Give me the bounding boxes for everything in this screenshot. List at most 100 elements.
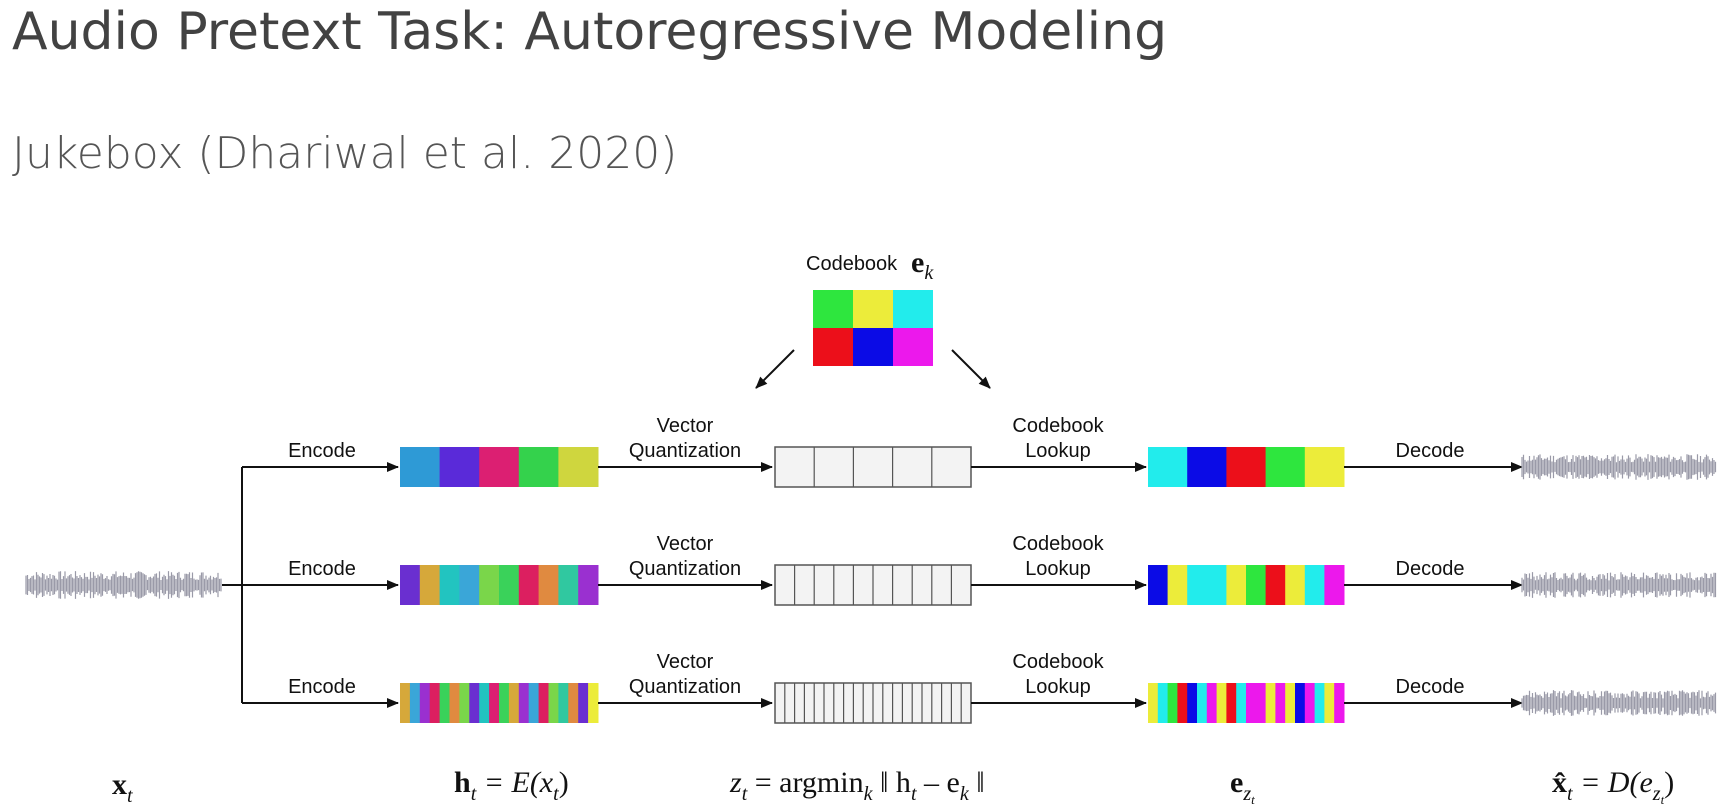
quantization-label-line2: Quantization: [629, 558, 741, 580]
codebook-vector-cell: [1265, 683, 1276, 723]
encoding-cell: [400, 683, 411, 723]
codebook-vector-cell: [1226, 565, 1247, 605]
encoding-cell: [508, 683, 520, 723]
lookup-label-line1: Codebook: [1012, 651, 1104, 673]
encoding-cell: [578, 683, 589, 723]
codebook-vector-cell: [1265, 447, 1306, 487]
encoding-cell: [449, 683, 460, 723]
slide-title: Audio Pretext Task: Autoregressive Model…: [12, 2, 1168, 62]
encoding-cell: [578, 565, 599, 605]
codebook-vector-cell: [1265, 565, 1286, 605]
codebook-vector-cell: [1167, 565, 1188, 605]
encoding-cell: [439, 683, 450, 723]
codebook-vector-cell: [1295, 683, 1306, 723]
slide-subtitle: Jukebox (Dhariwal et al. 2020): [12, 128, 678, 179]
codebook-symbol-e: e: [911, 246, 924, 279]
codebook-vector-cell: [1157, 683, 1169, 723]
encoding-cell: [489, 683, 500, 723]
math-x-t: xt: [112, 768, 133, 807]
output-waveform: [1521, 572, 1717, 598]
codebook-vector-cell: [1255, 683, 1267, 723]
codebook-vector-cell: [1148, 447, 1188, 487]
encoding-cell: [558, 565, 579, 605]
encoding-cell: [409, 683, 421, 723]
math-h-t: ht = E(xt): [454, 766, 569, 805]
output-waveform: [1521, 690, 1717, 716]
encoding-cell: [419, 683, 431, 723]
lookup-label-line1: Codebook: [1012, 533, 1104, 555]
codebook-vector-cell: [1304, 447, 1345, 487]
codebook-vector-cell: [1304, 683, 1316, 723]
codebook-vector-cell: [1187, 683, 1198, 723]
quantization-label-line2: Quantization: [629, 676, 741, 698]
math-e-z: ezt: [1230, 766, 1255, 807]
encoding-cell: [479, 447, 520, 487]
encoding-cell: [568, 683, 579, 723]
lookup-label-line2: Lookup: [1025, 558, 1091, 580]
decode-label: Decode: [1396, 558, 1465, 580]
codebook-vector-cell: [1304, 565, 1325, 605]
encode-label: Encode: [288, 440, 356, 462]
codebook-vector-cell: [1334, 683, 1345, 723]
token-strip: [774, 446, 972, 488]
encode-label: Encode: [288, 558, 356, 580]
codebook-symbol-k: k: [924, 262, 934, 284]
encoding-cell: [499, 683, 510, 723]
codebook-vector-cell: [1226, 683, 1237, 723]
codebook-to-lookup-arrow: [951, 349, 991, 389]
encoding-cell: [538, 683, 549, 723]
codebook-entry: [893, 290, 933, 328]
codebook-vector-cell: [1148, 565, 1169, 605]
row-bottom: Encode Vector Quantization Codebook Lookup De…: [242, 651, 1717, 724]
codebook-vector-cell: [1206, 565, 1227, 605]
encoding-cell: [518, 447, 559, 487]
encoding-cell: [528, 683, 540, 723]
encoding-cell: [469, 683, 480, 723]
math-xhat-t: x̂t = D(ezt): [1552, 766, 1674, 807]
encoding-cell: [518, 565, 540, 605]
encoding-cell: [439, 565, 460, 605]
codebook-vector-cell: [1187, 447, 1227, 487]
quantization-label-line1: Vector: [657, 415, 714, 437]
quantization-label-line2: Quantization: [629, 440, 741, 462]
codebook-vector-cell: [1324, 565, 1345, 605]
codebook-vector-cell: [1285, 565, 1306, 605]
codebook-vector-cell: [1216, 683, 1227, 723]
encoding-cell: [459, 565, 480, 605]
codebook-entry: [853, 328, 893, 366]
codebook-vector-cell: [1197, 683, 1208, 723]
codebook-vector-cell: [1314, 683, 1325, 723]
codebook-entry: [813, 328, 853, 366]
math-z-t: zt = argmink ‖ ht – ek ‖: [729, 766, 985, 805]
row-middle: Encode Vector Quantization Codebook Lookup De…: [242, 533, 1717, 606]
encode-label: Encode: [288, 676, 356, 698]
codebook-label: Codebook: [806, 253, 898, 275]
output-waveform: [1521, 454, 1717, 480]
codebook-grid: [813, 290, 933, 366]
row-top: Encode Vector Quantization Codebook Lookup De…: [242, 415, 1717, 488]
input-waveform-trace: [25, 571, 222, 599]
codebook-entry: [893, 328, 933, 366]
codebook-vector-cell: [1324, 683, 1335, 723]
encoding-cell: [548, 683, 559, 723]
encoding-cell: [400, 565, 421, 605]
codebook-vector-cell: [1275, 683, 1286, 723]
lookup-label-line1: Codebook: [1012, 415, 1104, 437]
encoding-cell: [518, 683, 530, 723]
decode-label: Decode: [1396, 440, 1465, 462]
encoding-cell: [479, 683, 490, 723]
quantization-label-line1: Vector: [657, 533, 714, 555]
codebook-to-quantization-arrow: [755, 349, 795, 389]
codebook-label-text: Codebook: [806, 253, 898, 275]
codebook-vector-cell: [1226, 447, 1267, 487]
encoding-cell: [439, 447, 480, 487]
encoding-cell: [538, 565, 559, 605]
encoding-cell: [429, 683, 441, 723]
codebook-vector-cell: [1177, 683, 1188, 723]
codebook-vector-cell: [1167, 683, 1178, 723]
encoding-cell: [400, 447, 441, 487]
codebook-symbol: ek: [911, 246, 934, 284]
encoding-cell: [459, 683, 470, 723]
encoding-cell: [479, 565, 500, 605]
codebook-entry: [813, 290, 853, 328]
